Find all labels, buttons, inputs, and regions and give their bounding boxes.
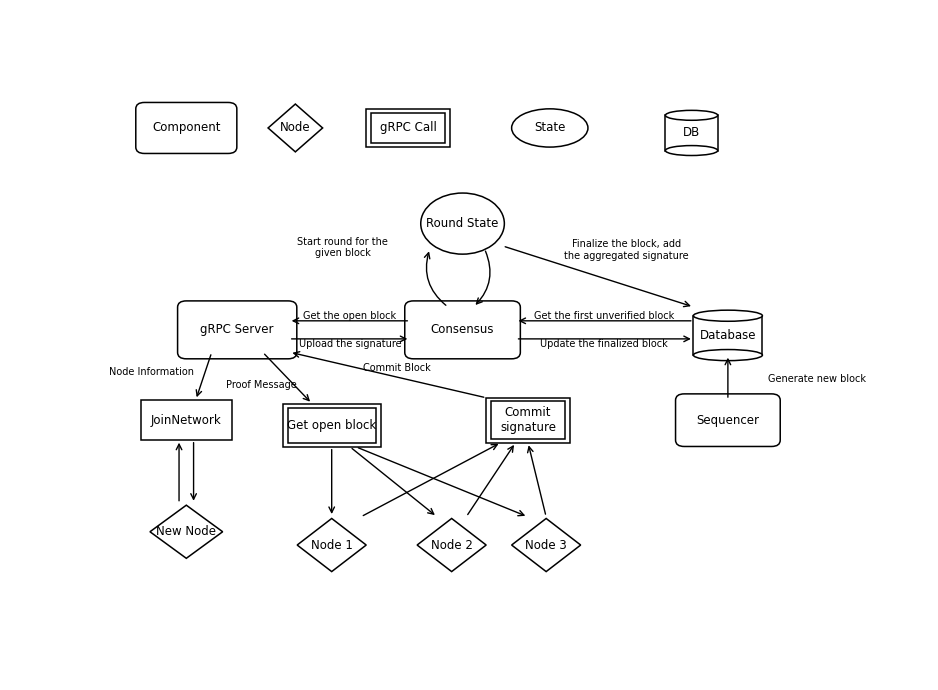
Text: Round State: Round State [427, 217, 499, 230]
Bar [693, 316, 763, 355]
Polygon shape [511, 518, 581, 571]
Text: Start round for the
given block: Start round for the given block [297, 237, 388, 258]
Text: Update the finalized block: Update the finalized block [540, 339, 668, 349]
Text: Sequencer: Sequencer [696, 414, 760, 426]
Text: Node: Node [280, 121, 310, 135]
Polygon shape [268, 104, 323, 152]
Bar [492, 402, 565, 439]
Ellipse shape [421, 193, 505, 254]
Text: Consensus: Consensus [431, 324, 494, 336]
Bar [366, 109, 450, 147]
Ellipse shape [511, 109, 588, 147]
Text: Generate new block: Generate new block [768, 374, 866, 384]
Text: Proof Message: Proof Message [226, 380, 296, 390]
Text: State: State [534, 121, 566, 135]
Text: gRPC Call: gRPC Call [380, 121, 436, 135]
Ellipse shape [693, 350, 763, 361]
Text: Node 3: Node 3 [525, 538, 567, 551]
Text: Commit Block: Commit Block [363, 362, 431, 373]
Text: DB: DB [683, 126, 700, 139]
FancyBboxPatch shape [136, 102, 236, 153]
Text: Commit
signature: Commit signature [500, 406, 556, 434]
Text: JoinNetwork: JoinNetwork [151, 414, 221, 426]
Bar [282, 404, 381, 446]
Text: Component: Component [152, 121, 220, 135]
Text: gRPC Server: gRPC Server [201, 324, 274, 336]
FancyBboxPatch shape [177, 301, 296, 359]
Bar [371, 112, 445, 144]
Polygon shape [150, 505, 222, 558]
Polygon shape [297, 518, 366, 571]
Ellipse shape [693, 310, 763, 322]
Text: Finalize the block, add
the aggregated signature: Finalize the block, add the aggregated s… [564, 239, 688, 261]
Polygon shape [417, 518, 486, 571]
Bar [141, 400, 232, 440]
Text: New Node: New Node [157, 525, 217, 538]
FancyBboxPatch shape [675, 394, 780, 446]
Text: Get the first unverified block: Get the first unverified block [534, 310, 674, 321]
Text: Node 1: Node 1 [310, 538, 353, 551]
Text: Node 2: Node 2 [431, 538, 473, 551]
Text: Upload the signature: Upload the signature [298, 339, 401, 349]
Text: Get the open block: Get the open block [303, 310, 397, 321]
Ellipse shape [665, 146, 718, 155]
Bar [288, 408, 376, 443]
Ellipse shape [665, 110, 718, 120]
Text: Node Information: Node Information [109, 367, 194, 377]
Text: Database: Database [700, 329, 756, 342]
Bar [486, 397, 569, 443]
Bar [665, 115, 718, 150]
FancyBboxPatch shape [405, 301, 521, 359]
Text: Get open block: Get open block [287, 419, 376, 432]
